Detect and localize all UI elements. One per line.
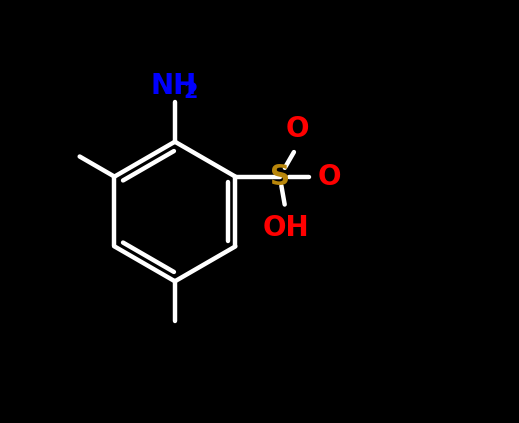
Text: NH: NH bbox=[151, 72, 197, 100]
Text: OH: OH bbox=[263, 214, 309, 242]
Text: S: S bbox=[270, 162, 290, 191]
Text: 2: 2 bbox=[184, 82, 198, 102]
Text: O: O bbox=[286, 115, 309, 143]
Text: O: O bbox=[318, 162, 341, 191]
